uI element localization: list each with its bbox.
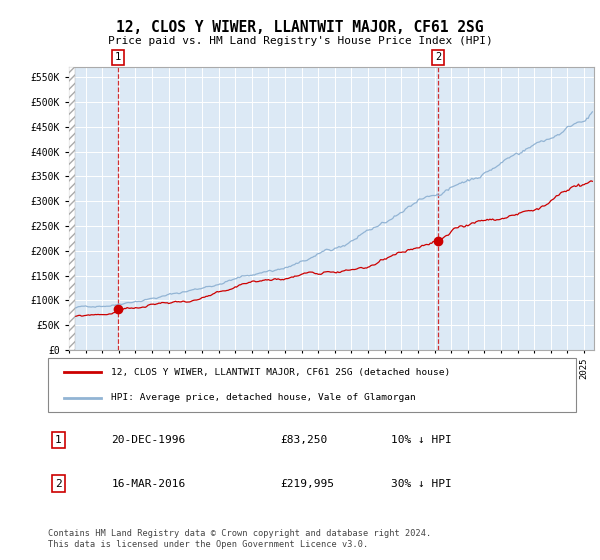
Bar: [69, 67, 75, 350]
Text: 10% ↓ HPI: 10% ↓ HPI: [391, 435, 452, 445]
Text: Contains HM Land Registry data © Crown copyright and database right 2024.
This d: Contains HM Land Registry data © Crown c…: [48, 529, 431, 549]
Text: £219,995: £219,995: [280, 479, 334, 488]
Text: 20-DEC-1996: 20-DEC-1996: [112, 435, 185, 445]
Text: 1: 1: [55, 435, 62, 445]
Text: 12, CLOS Y WIWER, LLANTWIT MAJOR, CF61 2SG: 12, CLOS Y WIWER, LLANTWIT MAJOR, CF61 2…: [116, 20, 484, 35]
Text: £83,250: £83,250: [280, 435, 328, 445]
Text: 16-MAR-2016: 16-MAR-2016: [112, 479, 185, 488]
FancyBboxPatch shape: [48, 358, 576, 412]
Text: 30% ↓ HPI: 30% ↓ HPI: [391, 479, 452, 488]
Text: 2: 2: [435, 52, 441, 62]
Text: HPI: Average price, detached house, Vale of Glamorgan: HPI: Average price, detached house, Vale…: [112, 393, 416, 402]
Text: 2: 2: [55, 479, 62, 488]
Text: Price paid vs. HM Land Registry's House Price Index (HPI): Price paid vs. HM Land Registry's House …: [107, 36, 493, 46]
Text: 1: 1: [115, 52, 121, 62]
Text: 12, CLOS Y WIWER, LLANTWIT MAJOR, CF61 2SG (detached house): 12, CLOS Y WIWER, LLANTWIT MAJOR, CF61 2…: [112, 368, 451, 377]
